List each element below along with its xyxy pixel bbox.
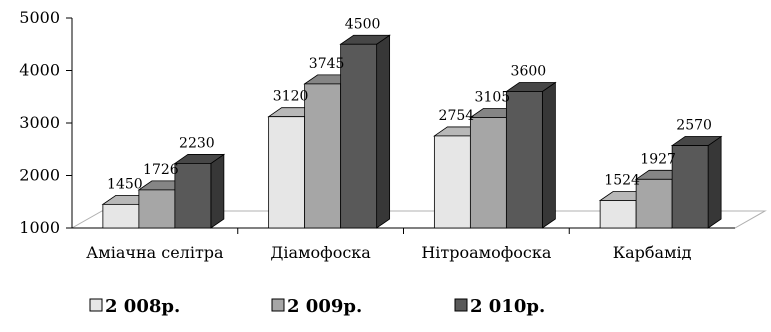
legend-label: 2 009р. xyxy=(287,296,362,317)
legend-item: 2 010р. xyxy=(454,296,545,317)
legend-item: 2 008р. xyxy=(89,296,180,317)
data-label: 2570 xyxy=(676,118,712,134)
data-label: 1524 xyxy=(604,172,640,188)
bar xyxy=(173,153,226,229)
data-label: 4500 xyxy=(345,16,381,32)
legend-label: 2 008р. xyxy=(105,296,180,317)
data-label: 3105 xyxy=(475,89,511,105)
legend-label: 2 010р. xyxy=(470,296,545,317)
legend-swatch xyxy=(271,298,285,312)
legend-item: 2 009р. xyxy=(271,296,362,317)
category-label: Аміачна селітра xyxy=(86,243,224,262)
data-label: 3600 xyxy=(511,64,547,80)
category-label: Діамофоска xyxy=(270,243,371,262)
category-label: Нітроамофоска xyxy=(421,243,552,262)
category-label: Карбамід xyxy=(613,243,692,262)
bar xyxy=(670,135,723,229)
bar xyxy=(505,81,557,229)
data-label: 2754 xyxy=(439,108,475,124)
data-label: 1726 xyxy=(143,162,179,178)
y-tick-label: 1000 xyxy=(19,218,60,237)
y-tick-label: 4000 xyxy=(19,61,60,80)
data-label: 3120 xyxy=(273,89,309,105)
legend-swatch xyxy=(89,298,103,312)
data-label: 2230 xyxy=(179,135,215,151)
y-tick-label: 5000 xyxy=(19,8,60,27)
legend-swatch xyxy=(454,298,468,312)
data-label: 1450 xyxy=(107,176,143,192)
data-label: 1927 xyxy=(640,151,676,167)
data-label: 3745 xyxy=(309,56,345,72)
y-tick-label: 2000 xyxy=(19,166,60,185)
bar xyxy=(339,34,391,229)
y-tick-label: 3000 xyxy=(19,113,60,132)
